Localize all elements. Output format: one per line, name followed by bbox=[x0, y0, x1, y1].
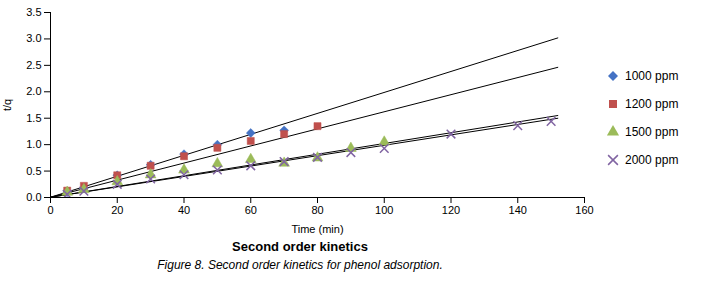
svg-text:0.0: 0.0 bbox=[26, 191, 41, 203]
svg-text:Time (min): Time (min) bbox=[291, 223, 343, 235]
svg-text:120: 120 bbox=[442, 204, 460, 216]
svg-text:20: 20 bbox=[111, 204, 123, 216]
html-text:Second order kinetics: Second order kinetics bbox=[232, 239, 368, 254]
svg-text:0: 0 bbox=[47, 204, 53, 216]
html-text:2000 ppm: 2000 ppm bbox=[625, 152, 679, 167]
svg-text:t/q: t/q bbox=[1, 99, 13, 111]
html-text:1500 ppm: 1500 ppm bbox=[625, 124, 679, 139]
svg-text:160: 160 bbox=[575, 204, 593, 216]
html-text:1000 ppm: 1000 ppm bbox=[625, 68, 679, 83]
html-text:1200 ppm: 1200 ppm bbox=[625, 96, 679, 111]
svg-text:40: 40 bbox=[178, 204, 190, 216]
svg-text:2.0: 2.0 bbox=[26, 85, 41, 97]
svg-text:1.5: 1.5 bbox=[26, 112, 41, 124]
svg-text:1.0: 1.0 bbox=[26, 138, 41, 150]
svg-text:3.5: 3.5 bbox=[26, 6, 41, 18]
svg-text:80: 80 bbox=[311, 204, 323, 216]
svg-text:0.5: 0.5 bbox=[26, 165, 41, 177]
svg-text:3.0: 3.0 bbox=[26, 32, 41, 44]
svg-text:60: 60 bbox=[245, 204, 257, 216]
svg-text:100: 100 bbox=[375, 204, 393, 216]
svg-text:2.5: 2.5 bbox=[26, 59, 41, 71]
svg-text:140: 140 bbox=[509, 204, 527, 216]
html-text:Figure 8. Second order kinetic: Figure 8. Second order kinetics for phen… bbox=[157, 258, 443, 272]
